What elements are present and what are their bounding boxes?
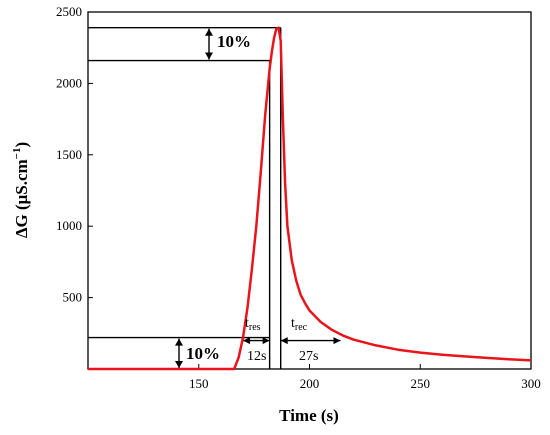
x-tick-label: 300 xyxy=(521,376,541,391)
top-percent-arrow-down xyxy=(205,52,213,60)
bottom-percent-arrow-up xyxy=(175,338,183,346)
y-axis-title: ΔG (μS.cm−1) xyxy=(11,142,31,238)
t-res-value: 12s xyxy=(247,349,266,364)
bottom-percent-label: 10% xyxy=(186,344,220,363)
annotation-lines xyxy=(88,27,341,369)
bottom-percent-arrow-down xyxy=(175,361,183,368)
t-rec-label: trec xyxy=(291,316,308,333)
x-axis-ticks: 150 200 250 300 xyxy=(189,364,541,391)
top-percent-arrow-up xyxy=(205,28,213,36)
top-percent-label: 10% xyxy=(217,32,251,51)
x-tick-label: 250 xyxy=(411,376,431,391)
y-tick-label: 1500 xyxy=(56,147,82,162)
t-rec-arrow-left xyxy=(280,337,288,345)
x-tick-label: 150 xyxy=(189,376,209,391)
t-res-label: tres xyxy=(245,316,261,333)
plot-frame xyxy=(87,11,532,370)
t-rec-arrow-right xyxy=(333,337,341,345)
y-tick-label: 500 xyxy=(63,290,83,305)
t-rec-value: 27s xyxy=(299,349,318,364)
t-res-arrow-left xyxy=(243,337,251,345)
y-axis-ticks: 500 1000 1500 2000 2500 xyxy=(56,4,93,305)
t-res-arrow-right xyxy=(262,337,270,345)
x-tick-label: 200 xyxy=(300,376,320,391)
y-axis-title-superscript: −1 xyxy=(11,148,23,160)
y-tick-label: 2500 xyxy=(56,4,82,19)
y-tick-label: 2000 xyxy=(56,75,82,90)
y-tick-label: 1000 xyxy=(56,218,82,233)
response-curve xyxy=(88,26,532,371)
x-axis-title: Time (s) xyxy=(279,406,339,425)
